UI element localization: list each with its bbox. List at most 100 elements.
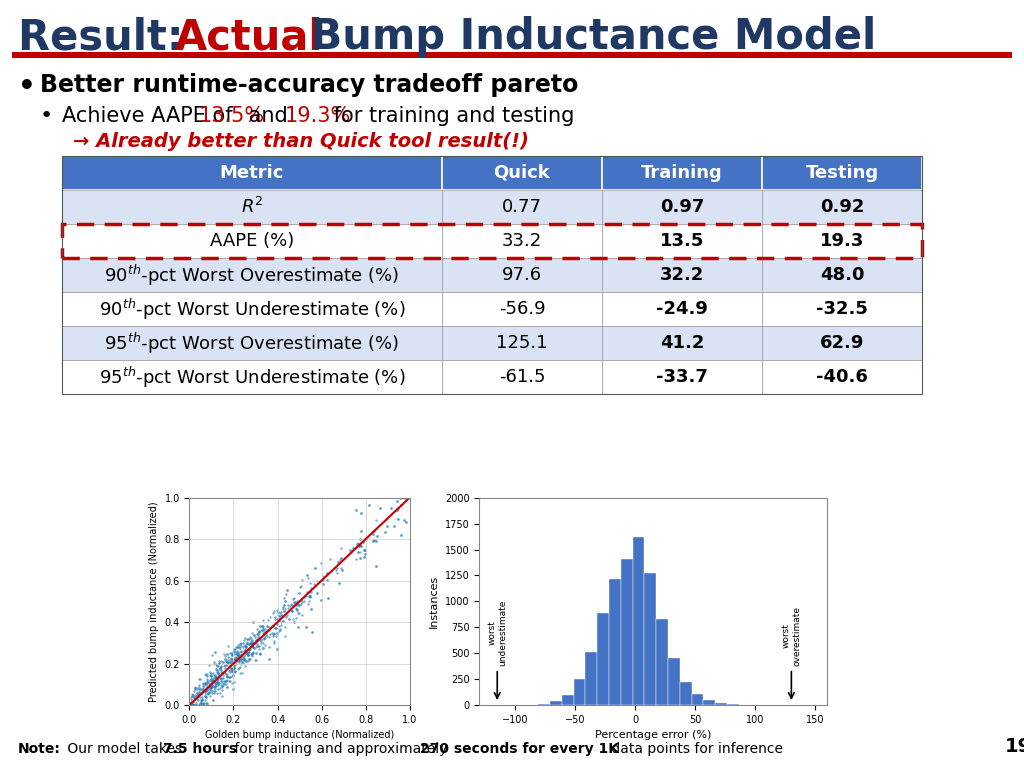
Point bbox=[254, 620, 270, 632]
Point bbox=[183, 694, 200, 706]
Bar bbox=[62, 326, 442, 360]
Text: 13.5: 13.5 bbox=[659, 232, 705, 250]
Point bbox=[271, 613, 288, 625]
Point bbox=[213, 655, 229, 667]
Point bbox=[201, 686, 217, 698]
Point bbox=[205, 672, 221, 684]
Point bbox=[291, 599, 307, 611]
Bar bbox=[62, 224, 442, 258]
Point bbox=[206, 658, 222, 670]
Point bbox=[355, 536, 372, 548]
Point bbox=[249, 627, 265, 640]
Bar bbox=[62, 156, 922, 394]
Point bbox=[216, 660, 232, 672]
Point bbox=[210, 684, 226, 696]
Point bbox=[213, 661, 229, 674]
Point bbox=[350, 540, 367, 552]
Point bbox=[230, 649, 247, 661]
Point bbox=[284, 605, 300, 617]
Point bbox=[222, 657, 239, 669]
Point bbox=[195, 691, 211, 703]
Point bbox=[287, 596, 303, 608]
Point bbox=[207, 671, 223, 684]
Point bbox=[252, 634, 268, 647]
Point bbox=[293, 594, 309, 607]
Point bbox=[209, 664, 225, 676]
Point bbox=[201, 684, 217, 696]
Bar bbox=[12, 52, 1012, 58]
Point bbox=[206, 687, 222, 699]
Point bbox=[265, 635, 282, 647]
Point bbox=[256, 633, 272, 645]
Point bbox=[237, 651, 253, 664]
Text: Bump Inductance Model: Bump Inductance Model bbox=[296, 16, 877, 58]
Point bbox=[233, 658, 250, 670]
Point bbox=[211, 670, 227, 683]
Point bbox=[274, 601, 291, 613]
Point bbox=[186, 684, 203, 696]
Point bbox=[230, 650, 247, 663]
Point bbox=[203, 674, 219, 687]
Point bbox=[232, 644, 249, 657]
Point bbox=[202, 678, 218, 690]
Point bbox=[199, 680, 215, 693]
Point bbox=[242, 654, 258, 666]
Point bbox=[216, 667, 232, 679]
Point bbox=[239, 634, 255, 646]
Point bbox=[249, 623, 265, 635]
Point bbox=[237, 641, 253, 653]
Point bbox=[244, 647, 260, 660]
Point bbox=[248, 634, 264, 646]
Point bbox=[204, 684, 220, 697]
Y-axis label: Predicted bump inductance (Normalized): Predicted bump inductance (Normalized) bbox=[148, 501, 159, 702]
Point bbox=[368, 514, 384, 526]
Point bbox=[240, 655, 256, 667]
Point bbox=[285, 593, 301, 605]
Point bbox=[234, 641, 251, 654]
Point bbox=[218, 655, 234, 667]
Point bbox=[224, 654, 241, 667]
Point bbox=[198, 685, 214, 697]
Point bbox=[264, 620, 281, 632]
Point bbox=[280, 601, 296, 614]
Point bbox=[275, 592, 292, 604]
Point bbox=[229, 644, 246, 657]
Text: 32.2: 32.2 bbox=[659, 266, 705, 284]
Point bbox=[238, 643, 254, 655]
Point bbox=[188, 697, 205, 710]
Text: -61.5: -61.5 bbox=[499, 368, 545, 386]
Point bbox=[198, 691, 214, 703]
Point bbox=[199, 677, 215, 689]
Point bbox=[205, 694, 221, 707]
Point bbox=[240, 638, 256, 650]
Point bbox=[223, 651, 240, 664]
Point bbox=[351, 538, 368, 551]
Point bbox=[193, 694, 209, 706]
Point bbox=[208, 658, 224, 670]
X-axis label: Golden bump inductance (Normalized): Golden bump inductance (Normalized) bbox=[205, 730, 394, 740]
Point bbox=[185, 690, 202, 703]
Point bbox=[231, 661, 248, 674]
Text: -56.9: -56.9 bbox=[499, 300, 546, 318]
Point bbox=[251, 626, 267, 638]
Point bbox=[275, 599, 292, 611]
Point bbox=[256, 632, 272, 644]
Bar bbox=[442, 224, 602, 258]
Point bbox=[193, 697, 209, 710]
Bar bbox=[586, 652, 597, 705]
Point bbox=[268, 622, 285, 634]
Point bbox=[275, 615, 292, 627]
Point bbox=[208, 663, 224, 675]
Point bbox=[202, 686, 218, 698]
Point bbox=[261, 624, 278, 636]
Point bbox=[250, 631, 266, 644]
Point bbox=[258, 628, 274, 641]
Point bbox=[195, 694, 211, 706]
Point bbox=[233, 654, 250, 667]
Point bbox=[195, 699, 211, 711]
Point bbox=[261, 611, 278, 623]
Point bbox=[218, 675, 234, 687]
Point bbox=[302, 590, 318, 602]
Point bbox=[246, 641, 262, 654]
Point bbox=[223, 657, 240, 669]
